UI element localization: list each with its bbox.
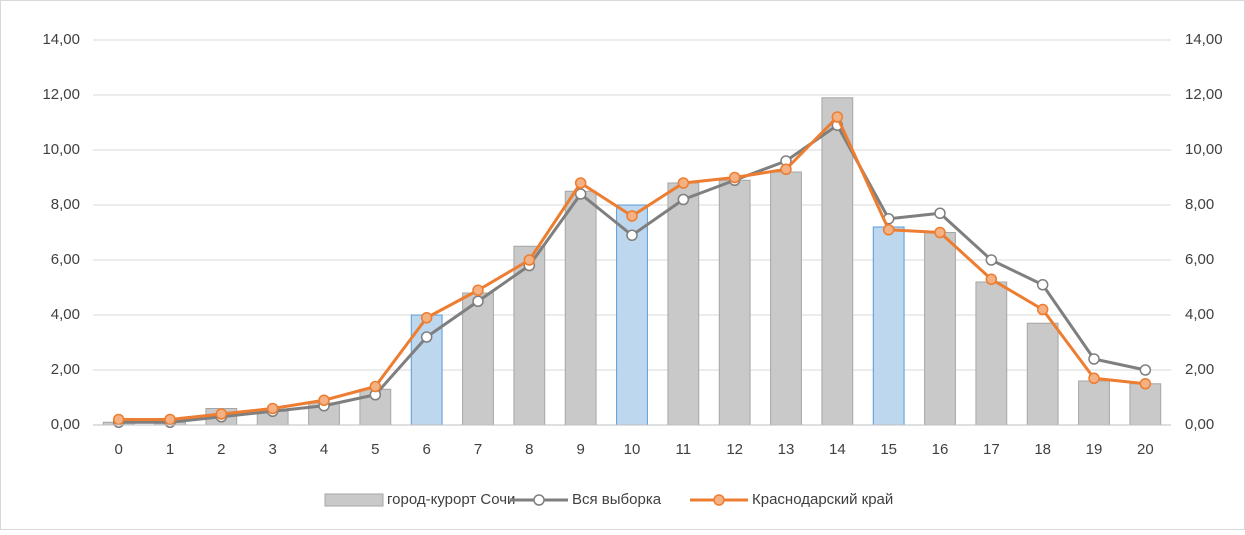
line-marker bbox=[626, 229, 638, 241]
x-tick-label: 5 bbox=[371, 441, 379, 458]
line-marker bbox=[934, 226, 946, 239]
x-tick-label: 17 bbox=[983, 441, 1000, 458]
line-marker bbox=[1088, 353, 1100, 365]
x-tick-label: 2 bbox=[217, 441, 225, 458]
x-tick-label: 13 bbox=[778, 441, 795, 458]
bar bbox=[1026, 322, 1059, 426]
bar bbox=[1129, 383, 1162, 426]
line-marker bbox=[420, 312, 433, 324]
y2-tick-label: 8,00 bbox=[1185, 196, 1214, 213]
bar bbox=[462, 292, 494, 426]
legend-swatch bbox=[324, 493, 384, 507]
x-tick-label: 1 bbox=[166, 441, 174, 458]
y2-tick-label: 12,00 bbox=[1185, 86, 1223, 103]
y2-tick-label: 14,00 bbox=[1185, 31, 1223, 48]
bar bbox=[821, 97, 854, 426]
x-tick-label: 11 bbox=[676, 441, 692, 458]
x-tick-label: 3 bbox=[268, 441, 276, 458]
line-marker bbox=[677, 193, 690, 206]
y-tick-label: 4,00 bbox=[51, 306, 80, 323]
line-marker bbox=[1088, 372, 1100, 384]
legend-marker bbox=[713, 494, 725, 506]
line-marker bbox=[574, 177, 587, 189]
line-marker bbox=[1139, 364, 1152, 376]
y-tick-label: 2,00 bbox=[51, 361, 80, 378]
line-marker bbox=[369, 380, 382, 393]
bar bbox=[616, 204, 648, 426]
line-marker bbox=[728, 171, 741, 184]
bar bbox=[872, 226, 905, 426]
line-marker bbox=[934, 207, 946, 219]
bar bbox=[975, 281, 1008, 426]
line-marker bbox=[1036, 303, 1049, 316]
y2-tick-label: 2,00 bbox=[1185, 361, 1214, 378]
legend-marker bbox=[533, 494, 545, 506]
bar bbox=[513, 245, 546, 426]
y2-tick-label: 10,00 bbox=[1185, 141, 1223, 158]
y2-tick-label: 4,00 bbox=[1185, 306, 1214, 323]
x-tick-label: 9 bbox=[576, 441, 584, 458]
x-tick-label: 0 bbox=[114, 441, 122, 458]
bar bbox=[667, 182, 700, 426]
x-tick-label: 12 bbox=[726, 441, 743, 458]
x-tick-label: 4 bbox=[320, 441, 328, 458]
y2-tick-label: 6,00 bbox=[1185, 251, 1214, 268]
line-marker bbox=[472, 295, 484, 307]
line-marker bbox=[472, 284, 484, 296]
line-marker bbox=[626, 210, 638, 222]
x-tick-label: 19 bbox=[1086, 441, 1103, 458]
legend-label: город-курорт Сочи bbox=[387, 491, 515, 508]
line-marker bbox=[215, 408, 228, 420]
y-tick-label: 10,00 bbox=[42, 141, 80, 158]
y-tick-label: 6,00 bbox=[51, 251, 80, 268]
y-tick-label: 14,00 bbox=[42, 31, 80, 48]
y-tick-label: 12,00 bbox=[42, 86, 80, 103]
legend-label: Вся выборка bbox=[572, 491, 662, 508]
x-tick-label: 14 bbox=[829, 441, 846, 458]
line-marker bbox=[1036, 279, 1049, 291]
bar bbox=[1078, 380, 1110, 426]
bar bbox=[564, 190, 597, 426]
y-tick-label: 0,00 bbox=[51, 416, 80, 433]
bar bbox=[924, 232, 956, 426]
line-marker bbox=[318, 394, 330, 406]
bar bbox=[718, 179, 751, 426]
line-marker bbox=[420, 331, 433, 343]
line-marker bbox=[523, 254, 536, 266]
x-tick-label: 16 bbox=[932, 441, 949, 458]
x-tick-label: 7 bbox=[474, 441, 482, 458]
x-tick-label: 15 bbox=[880, 441, 897, 458]
legend-label: Краснодарский край bbox=[752, 491, 893, 508]
x-tick-label: 10 bbox=[624, 441, 641, 458]
x-tick-label: 6 bbox=[422, 441, 430, 458]
y2-tick-label: 0,00 bbox=[1185, 416, 1214, 433]
bar bbox=[770, 171, 802, 426]
line-marker bbox=[831, 111, 844, 123]
y-tick-label: 8,00 bbox=[51, 196, 80, 213]
line-marker bbox=[1139, 378, 1152, 390]
line-marker bbox=[677, 177, 690, 189]
line-marker bbox=[164, 413, 176, 426]
line-marker bbox=[112, 413, 125, 426]
x-tick-label: 18 bbox=[1034, 441, 1051, 458]
line-marker bbox=[574, 188, 587, 200]
line-marker bbox=[780, 163, 792, 175]
line-marker bbox=[985, 273, 998, 285]
line-marker bbox=[882, 224, 895, 236]
line-marker bbox=[266, 402, 279, 415]
x-tick-label: 20 bbox=[1137, 441, 1154, 458]
x-tick-label: 8 bbox=[525, 441, 533, 458]
line-marker bbox=[985, 254, 998, 266]
